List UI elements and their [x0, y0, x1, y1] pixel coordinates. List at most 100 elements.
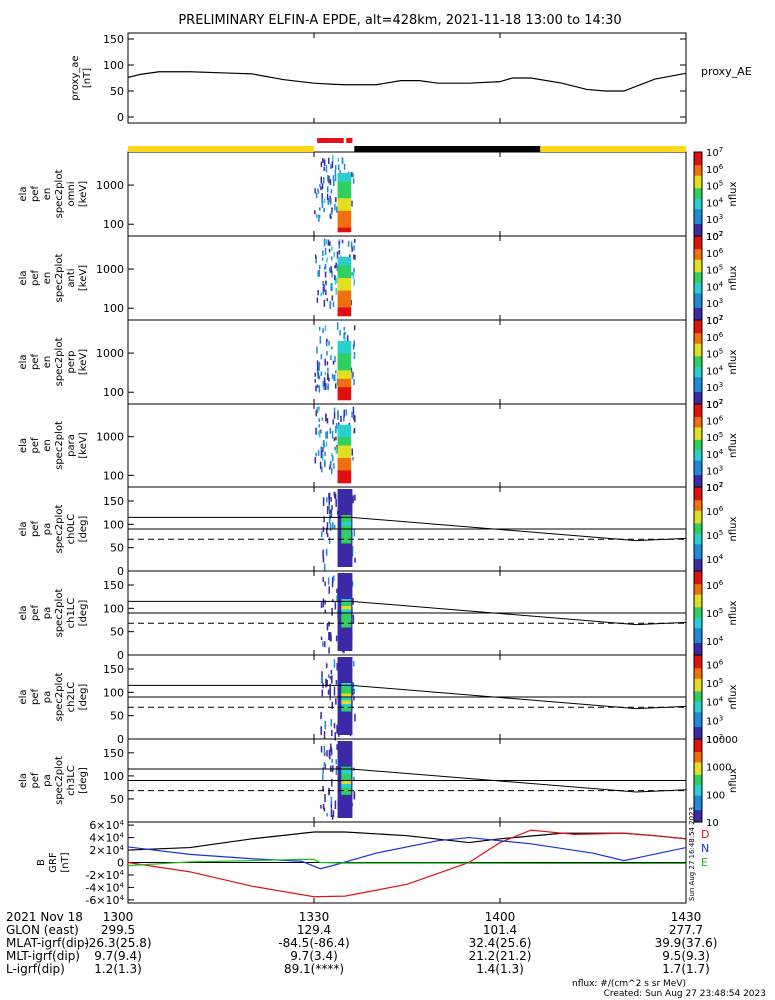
spectrogram-pixel-anti: [315, 256, 317, 264]
colorbar-cell-perp: [694, 338, 702, 342]
colorbar-cell-omni: [694, 162, 702, 166]
spectrogram-pixel-anti: [336, 264, 339, 271]
colorbar-cell-perp: [694, 341, 702, 344]
spectrogram-pixel-perp: [314, 379, 316, 383]
pa-pixel-ch3LC: [324, 793, 326, 803]
colorbar-cell-ch2LC: [694, 694, 702, 698]
colorbar-cell-ch3LC: [694, 753, 702, 757]
spectrogram-pixel-para: [352, 456, 354, 461]
spectrogram-pixel-omni: [337, 158, 340, 162]
spectrogram-pixel-omni: [330, 198, 332, 205]
spectrogram-core-anti: [337, 307, 352, 313]
spectrogram-pixel-anti: [335, 288, 337, 295]
colorbar-label-anti: nflux: [728, 265, 739, 290]
y-axis-label-ch3LC-1: pef: [30, 772, 41, 789]
spectrogram-core-perp: [337, 378, 352, 384]
spectrogram-pixel-omni: [318, 214, 320, 222]
y-axis-label-para-5: [keV]: [78, 432, 89, 458]
colorbar-cell-ch0LC: [694, 505, 702, 509]
colorbar-tick-para: 105: [706, 431, 723, 444]
spectrogram-pixel-para: [325, 413, 327, 421]
spectrogram-core-anti: [337, 265, 352, 271]
y-axis-label-proxy_ae-1: [nT]: [82, 68, 93, 88]
pa-pixel-ch2LC: [325, 678, 327, 688]
spectrogram-core-anti: [337, 282, 352, 287]
colorbar-cell-anti: [694, 305, 702, 308]
colorbar-cell-ch0LC: [694, 491, 702, 494]
y-axis-label-ch3LC-2: pa: [42, 774, 53, 786]
colorbar-cell-ch2LC: [694, 713, 702, 717]
colorbar-cell-ch3LC: [694, 776, 702, 780]
pa-core-ch2LC: [341, 707, 352, 712]
units-note: nflux: #/(cm^2 s sr MeV): [572, 979, 686, 989]
colorbar-cell-omni: [694, 233, 702, 237]
colorbar-cell-omni: [694, 219, 702, 222]
pa-pixel-ch3LC: [330, 808, 333, 818]
colorbar-cell-anti: [694, 240, 702, 243]
pa-pixel-ch2LC: [329, 687, 332, 697]
colorbar-cell-ch0LC: [694, 531, 702, 534]
colorbar-cell-perp: [694, 397, 702, 401]
colorbar-cell-ch2LC: [694, 667, 702, 671]
colorbar-cell-ch1LC: [694, 642, 702, 646]
colorbar-cell-omni: [694, 164, 702, 168]
colorbar-tick-omni: 104: [706, 196, 724, 209]
colorbar-tick-para: 106: [706, 415, 724, 428]
colorbar-cell-para: [694, 441, 702, 445]
colorbar-cell-anti: [694, 242, 702, 245]
colorbar-cell-ch0LC: [694, 508, 702, 511]
spectrogram-core-anti: [337, 294, 352, 300]
colorbar-tick-ch2LC: 103: [706, 714, 723, 727]
spectrogram-pixel-para: [325, 431, 327, 439]
spectrogram-core-omni: [337, 215, 352, 220]
spectrogram-pixel-omni: [323, 166, 325, 171]
colorbar-cell-ch1LC: [694, 615, 702, 618]
y-tick-label-proxy_ae: 150: [103, 33, 124, 46]
pa-pixel-ch2LC: [330, 669, 333, 675]
colorbar-cell-ch3LC: [694, 759, 702, 763]
y-tick-label-omni: 100: [103, 218, 124, 231]
colorbar-cell-anti: [694, 259, 702, 262]
colorbar-cell-omni: [694, 200, 702, 203]
spectrogram-pixel-perp: [339, 329, 341, 336]
spectrogram-pixel-omni: [341, 157, 344, 164]
spectrogram-core-perp: [337, 387, 352, 392]
colorbar-cell-perp: [694, 349, 702, 353]
spectrogram-pixel-para: [332, 419, 334, 425]
pa-pixel-ch0LC: [351, 546, 354, 555]
colorbar-cell-para: [694, 447, 702, 451]
colorbar-cell-ch3LC: [694, 772, 702, 775]
spectrogram-pixel-omni: [352, 178, 355, 184]
created-note: Created: Sun Aug 27 23:48:54 2023: [604, 989, 766, 999]
colorbar-cell-perp: [694, 380, 702, 384]
panel-para: ela pef en spec2plot para [keV] 100 1000 nflux: [18, 403, 739, 488]
orbit-row-label: GLON (east): [6, 923, 79, 937]
colorbar-cell-ch3LC: [694, 815, 702, 819]
orbit-value: -84.5(-86.4): [278, 936, 349, 950]
colorbar-cell-ch2LC: [694, 705, 702, 709]
colorbar-cell-ch1LC: [694, 652, 702, 656]
panel-frame-proxy_ae: [127, 32, 687, 124]
pa-pixel-ch3LC: [323, 807, 326, 812]
spectrogram-pixel-perp: [325, 340, 328, 346]
spectrogram-pixel-omni: [330, 215, 332, 220]
spectrogram-core-para: [337, 437, 352, 442]
pa-pixel-ch1LC: [335, 635, 338, 642]
pa-core-ch1LC: [341, 602, 352, 607]
colorbar-cell-para: [694, 466, 702, 469]
colorbar-cell-ch0LC: [694, 550, 702, 553]
colorbar-cell-anti: [694, 250, 702, 254]
colorbar-cell-anti: [694, 292, 702, 296]
y-axis-label-ch0LC-3: spec2plot: [54, 505, 65, 554]
spectrogram-pixel-omni: [334, 165, 337, 170]
colorbar-cell-ch0LC: [694, 535, 702, 538]
spectrogram-pixel-para: [321, 453, 324, 461]
spectrogram-pixel-anti: [336, 278, 338, 284]
colorbar-cell-omni: [694, 227, 702, 231]
legend-item-N: N: [701, 842, 709, 855]
pa-pixel-ch3LC: [323, 752, 326, 756]
spectrogram-pixel-para: [317, 431, 320, 436]
pa-core-ch3LC: [341, 777, 352, 781]
colorbar-cell-ch0LC: [694, 533, 702, 536]
